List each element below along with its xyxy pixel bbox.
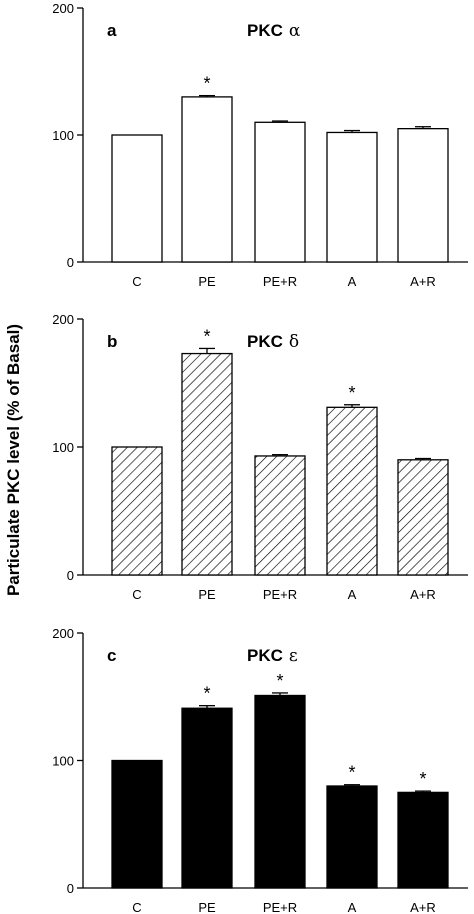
bar-a — [326, 785, 378, 889]
x-tick-label: A — [348, 274, 357, 289]
x-tick-label: PE — [198, 274, 216, 289]
bar-a-plus-r — [397, 459, 449, 576]
bar-c — [111, 446, 163, 576]
y-tick-label: 200 — [52, 312, 74, 327]
panel-title: PKC α — [247, 21, 301, 41]
y-tick-label: 100 — [52, 440, 74, 455]
bar-c — [111, 134, 163, 263]
panel-title: PKC ε — [247, 646, 298, 666]
significance-star: * — [276, 671, 283, 691]
bar-a — [326, 406, 378, 576]
panel-letter: a — [107, 21, 117, 40]
x-tick-label: A — [348, 587, 357, 602]
panel-title-symbol: ε — [289, 646, 298, 666]
significance-star: * — [203, 326, 210, 346]
x-tick-label: A+R — [410, 587, 436, 602]
y-tick-label: 100 — [52, 754, 74, 769]
bar-pe-plus-r — [254, 455, 306, 576]
panel-title-symbol: δ — [289, 332, 299, 352]
panel-letter: b — [107, 332, 117, 351]
y-tick-label: 200 — [52, 1, 74, 16]
bar-a-plus-r — [397, 791, 449, 889]
x-tick-label: C — [132, 900, 141, 914]
bar-a — [326, 131, 378, 263]
panel-title-text: PKC — [247, 646, 283, 665]
x-tick-label: PE — [198, 587, 216, 602]
bar-pe — [181, 96, 233, 263]
y-tick-label: 200 — [52, 626, 74, 641]
panel-c: 0 100 200 c PKC ε C * PE * PE+R * A * A+R — [52, 626, 468, 914]
bar-pe-plus-r — [254, 121, 306, 263]
significance-star: * — [419, 769, 426, 789]
bar-a-plus-r — [397, 127, 449, 263]
x-tick-label: PE+R — [263, 274, 297, 289]
significance-star: * — [203, 74, 210, 94]
x-tick-label: A+R — [410, 274, 436, 289]
significance-star: * — [348, 383, 355, 403]
x-tick-label: A — [348, 900, 357, 914]
x-tick-label: PE+R — [263, 900, 297, 914]
bar-pe-plus-r — [254, 694, 306, 889]
x-tick-label: C — [132, 587, 141, 602]
bar-pe — [181, 352, 233, 576]
panel-title-symbol: α — [289, 21, 301, 41]
x-tick-label: PE+R — [263, 587, 297, 602]
x-tick-label: PE — [198, 900, 216, 914]
y-tick-label: 0 — [67, 881, 74, 896]
x-tick-label: C — [132, 274, 141, 289]
x-tick-label: A+R — [410, 900, 436, 914]
y-tick-label: 0 — [67, 255, 74, 270]
panel-letter: c — [107, 646, 116, 665]
y-tick-label: 100 — [52, 128, 74, 143]
y-tick-label: 0 — [67, 568, 74, 583]
bar-c — [111, 759, 163, 889]
significance-star: * — [348, 763, 355, 783]
panel-b: 0 100 200 b PKC δ C * PE PE+R * A A+R — [52, 312, 468, 602]
significance-star: * — [203, 684, 210, 704]
panel-title-text: PKC — [247, 332, 283, 351]
panel-title-text: PKC — [247, 21, 283, 40]
y-axis-label: Particulate PKC level (% of Basal) — [4, 324, 23, 596]
bar-pe — [181, 707, 233, 889]
panel-title: PKC δ — [247, 332, 299, 352]
panel-a: 0 100 200 a PKC α C * PE PE+R A A+R — [52, 1, 468, 289]
